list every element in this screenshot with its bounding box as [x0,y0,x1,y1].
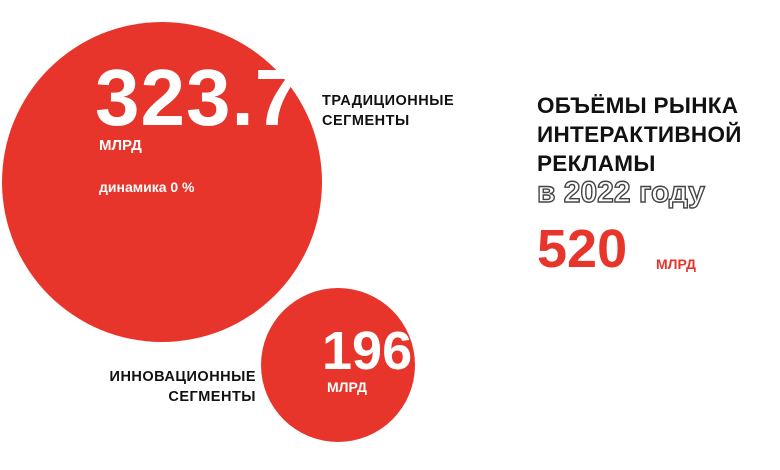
chart-title-line: РЕКЛАМЫ [537,151,656,176]
traditional-dynamics: динамика 0 % [99,179,195,195]
total-unit: МЛРД [656,256,696,272]
chart-title: ОБЪЁМЫ РЫНКА ИНТЕРАКТИВНОЙ РЕКЛАМЫ [537,91,742,178]
bubble-traditional [2,22,322,342]
bubble-innovative [261,288,415,442]
innovative-unit: МЛРД [327,379,367,395]
innovative-value: 196 [322,321,413,381]
chart-subtitle: в 2022 году [536,176,705,209]
traditional-label-line: ТРАДИЦИОННЫЕ [322,93,455,109]
innovative-label-line: СЕГМЕНТЫ [168,389,256,405]
traditional-unit: МЛРД [99,137,142,154]
innovative-label: ИННОВАЦИОННЫЕ СЕГМЕНТЫ [72,367,256,407]
chart-title-line: ОБЪЁМЫ РЫНКА [537,93,739,118]
innovative-label-line: ИННОВАЦИОННЫЕ [109,369,256,385]
traditional-label: ТРАДИЦИОННЫЕ СЕГМЕНТЫ [322,91,454,131]
total-value: 520 [537,219,628,279]
traditional-label-line: СЕГМЕНТЫ [322,113,410,129]
chart-title-line: ИНТЕРАКТИВНОЙ [537,122,742,147]
traditional-value: 323.7 [95,53,301,142]
